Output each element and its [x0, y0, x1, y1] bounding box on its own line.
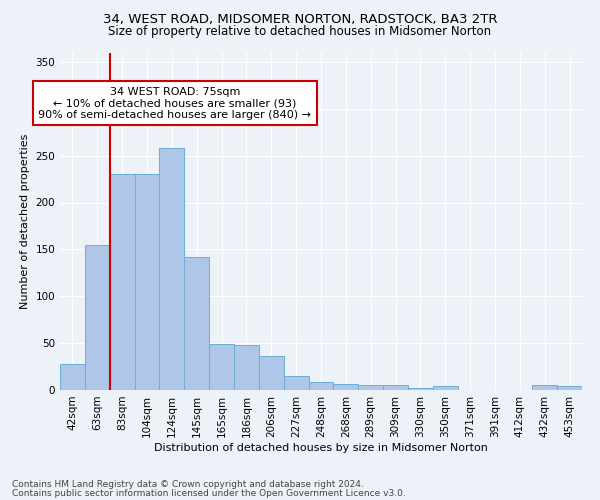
Bar [209, 344, 234, 390]
Text: Contains HM Land Registry data © Crown copyright and database right 2024.: Contains HM Land Registry data © Crown c… [12, 480, 364, 489]
X-axis label: Distribution of detached houses by size in Midsomer Norton: Distribution of detached houses by size … [154, 442, 488, 452]
Bar [234, 345, 259, 390]
Bar [259, 356, 284, 390]
Bar [85, 244, 110, 390]
Bar [334, 384, 358, 390]
Bar [358, 386, 383, 390]
Bar [134, 174, 160, 390]
Text: 34 WEST ROAD: 75sqm
← 10% of detached houses are smaller (93)
90% of semi-detach: 34 WEST ROAD: 75sqm ← 10% of detached ho… [38, 86, 311, 120]
Text: 34, WEST ROAD, MIDSOMER NORTON, RADSTOCK, BA3 2TR: 34, WEST ROAD, MIDSOMER NORTON, RADSTOCK… [103, 12, 497, 26]
Bar [60, 364, 85, 390]
Y-axis label: Number of detached properties: Number of detached properties [20, 134, 30, 309]
Bar [184, 257, 209, 390]
Text: Contains public sector information licensed under the Open Government Licence v3: Contains public sector information licen… [12, 489, 406, 498]
Text: Size of property relative to detached houses in Midsomer Norton: Size of property relative to detached ho… [109, 25, 491, 38]
Bar [433, 386, 458, 390]
Bar [383, 386, 408, 390]
Bar [160, 148, 184, 390]
Bar [110, 174, 134, 390]
Bar [408, 388, 433, 390]
Bar [532, 386, 557, 390]
Bar [308, 382, 334, 390]
Bar [557, 386, 582, 390]
Bar [284, 376, 308, 390]
